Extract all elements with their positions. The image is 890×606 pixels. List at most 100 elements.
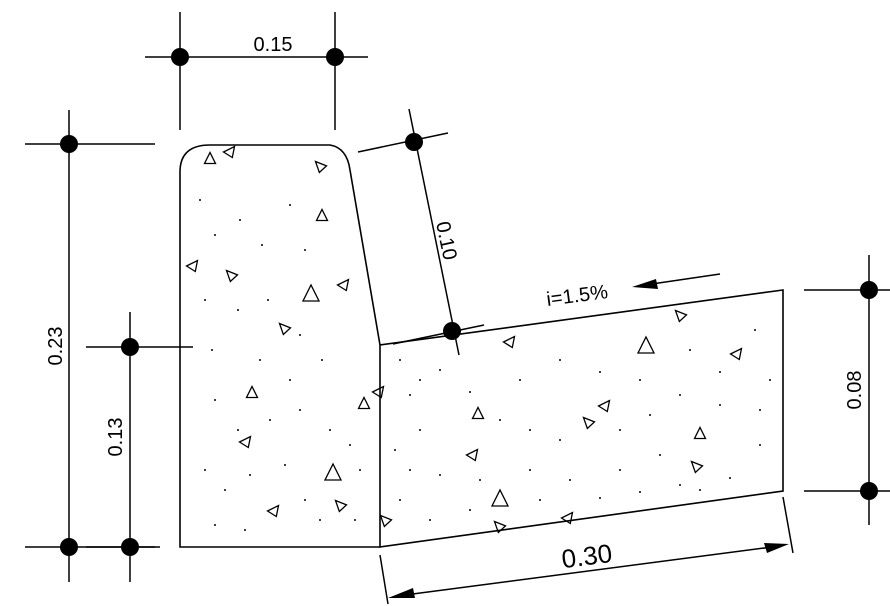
concrete-section-outline — [179, 144, 784, 548]
dimension-top-width: 0.15 — [145, 12, 368, 130]
aggregate-dot — [599, 497, 601, 499]
aggregate-dot — [619, 469, 621, 471]
aggregate-dot — [479, 479, 481, 481]
aggregate-triangle — [490, 488, 510, 507]
slope-annotation: i=1.5% — [545, 273, 721, 311]
width-arrow-left-icon — [388, 588, 415, 598]
slope-arrow-icon — [632, 279, 658, 289]
aggregate-dot — [284, 464, 286, 466]
aggregate-triangle — [245, 385, 259, 399]
aggregate-dot — [399, 499, 401, 501]
dimension-total-height: 0.23 — [25, 110, 155, 582]
aggregate-triangle — [238, 435, 252, 449]
aggregate-dot — [289, 379, 291, 381]
aggregate-dot — [619, 429, 621, 431]
aggregate-dot — [329, 429, 331, 431]
aggregate-dot — [419, 429, 421, 431]
aggregate-dot — [569, 479, 571, 481]
aggregate-dot — [559, 439, 561, 441]
width-arrow-right-icon — [764, 543, 789, 553]
aggregate-triangle — [336, 278, 350, 292]
aggregate-triangle — [185, 259, 199, 273]
aggregate-triangle — [222, 145, 236, 159]
aggregate-triangle — [493, 520, 507, 534]
aggregate-dot — [349, 444, 351, 446]
aggregate-dot — [759, 409, 761, 411]
aggregate-triangle — [314, 160, 328, 174]
aggregate-dot — [639, 491, 641, 493]
aggregate-dot — [649, 414, 651, 416]
aggregate-dot — [299, 409, 301, 411]
aggregate-dot — [719, 404, 721, 406]
aggregate-triangle — [266, 504, 280, 518]
aggregate-triangle — [560, 511, 574, 525]
aggregate-dot — [359, 469, 361, 471]
aggregate-triangle — [674, 309, 688, 323]
aggregate-triangle — [636, 335, 656, 354]
gutter-outline — [379, 289, 784, 548]
aggregate-dot — [259, 359, 261, 361]
aggregate-dot — [419, 379, 421, 381]
curb-height-label: 0.13 — [105, 418, 127, 457]
aggregate-dot — [529, 469, 531, 471]
aggregate-dot — [439, 474, 441, 476]
dimension-gutter-height: 0.08 — [804, 255, 890, 525]
aggregate-triangle — [225, 269, 239, 283]
aggregate-triangle — [379, 514, 393, 528]
aggregate-dot — [237, 309, 239, 311]
aggregate-dot — [214, 524, 216, 526]
aggregate-dot — [239, 219, 241, 221]
aggregate-dot — [499, 419, 501, 421]
aggregate-triangle — [357, 396, 371, 410]
aggregate-triangle — [471, 406, 485, 420]
aggregate-triangle — [729, 347, 743, 361]
aggregate-dot — [599, 371, 601, 373]
aggregate-triangle — [690, 460, 704, 474]
aggregate-dot — [689, 349, 691, 351]
aggregate-dot — [304, 499, 306, 501]
aggregate-dot — [769, 379, 771, 381]
aggregate-dot — [519, 379, 521, 381]
aggregate-triangle — [465, 448, 479, 462]
total-height-label: 0.23 — [45, 327, 67, 366]
aggregate-dot — [249, 474, 251, 476]
concrete-aggregate-hatch — [185, 145, 771, 534]
aggregate-dot — [529, 429, 531, 431]
aggregate-dot — [439, 369, 441, 371]
aggregate-dot — [679, 484, 681, 486]
aggregate-dot — [539, 499, 541, 501]
aggregate-triangle — [502, 335, 516, 349]
aggregate-triangle — [371, 385, 385, 399]
aggregate-dot — [409, 394, 411, 396]
aggregate-triangle — [597, 399, 611, 413]
gutter-width-label: 0.30 — [560, 538, 614, 574]
aggregate-triangle — [323, 462, 343, 481]
aggregate-dot — [204, 469, 206, 471]
aggregate-dot — [399, 359, 401, 361]
aggregate-triangle — [203, 151, 217, 165]
aggregate-triangle — [278, 322, 292, 336]
aggregate-triangle — [334, 499, 348, 513]
aggregate-dot — [319, 519, 321, 521]
aggregate-dot — [237, 429, 239, 431]
aggregate-dot — [659, 454, 661, 456]
dimension-curb-face: 0.10 — [357, 108, 485, 356]
aggregate-triangle — [301, 283, 321, 302]
aggregate-dot — [469, 391, 471, 393]
aggregate-dot — [719, 371, 721, 373]
aggregate-dot — [304, 249, 306, 251]
curb-outline — [179, 144, 381, 548]
aggregate-dot — [469, 509, 471, 511]
aggregate-dot — [699, 489, 701, 491]
aggregate-dot — [729, 477, 731, 479]
aggregate-dot — [204, 299, 206, 301]
aggregate-dot — [409, 469, 411, 471]
aggregate-dot — [559, 359, 561, 361]
dimension-gutter-width: 0.30 — [379, 496, 794, 605]
aggregate-dot — [754, 329, 756, 331]
aggregate-dot — [269, 419, 271, 421]
aggregate-dot — [679, 394, 681, 396]
aggregate-triangle — [582, 416, 596, 430]
aggregate-dot — [299, 334, 301, 336]
